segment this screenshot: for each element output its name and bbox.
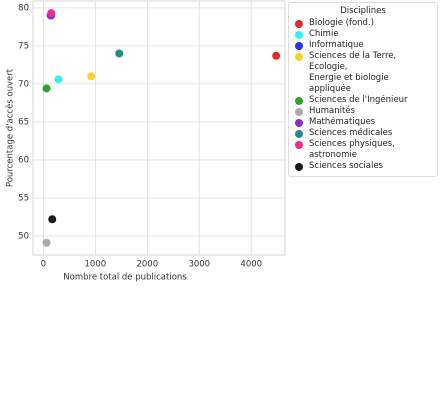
legend-marker <box>295 129 303 138</box>
legend-label: Sciences physiques, astronomie <box>309 139 395 160</box>
legend-marker <box>295 118 303 127</box>
legend-marker <box>295 107 303 116</box>
point <box>272 51 281 60</box>
legend-label: Mathématiques <box>309 117 376 127</box>
point <box>87 72 96 81</box>
point <box>42 238 51 247</box>
legend-marker <box>295 30 303 39</box>
y-tick-label: 65 <box>18 117 29 127</box>
legend-entry: Sciences de la Terre, Ecologie, Energie … <box>289 51 437 95</box>
y-tick-label: 60 <box>18 155 29 165</box>
legend-label: Sciences sociales <box>309 161 383 171</box>
legend-entry: Chimie <box>289 29 437 40</box>
x-tick-label: 2000 <box>136 260 158 270</box>
x-axis-label: Nombre total de publications <box>63 273 187 283</box>
legend-entry: Informatique <box>289 40 437 51</box>
x-tick-label: 0 <box>41 260 46 270</box>
y-tick-label: 70 <box>18 79 29 89</box>
legend-label: Informatique <box>309 40 364 50</box>
legend-marker <box>295 140 303 149</box>
x-tick-label: 4000 <box>240 260 262 270</box>
legend-entry: Humanités <box>289 106 437 117</box>
legend-label: Sciences médicales <box>309 128 393 138</box>
legend-marker <box>295 41 303 50</box>
legend-label: Sciences de la Terre, Ecologie, Energie … <box>309 51 397 94</box>
legend-label: Biologie (fond.) <box>309 18 374 28</box>
legend-entry: Biologie (fond.) <box>289 18 437 29</box>
legend-label: Chimie <box>309 29 339 39</box>
legend-label: Humanités <box>309 106 356 116</box>
y-tick-label: 80 <box>18 3 29 13</box>
legend-marker <box>295 52 303 61</box>
point <box>54 75 63 84</box>
legend-entry: Mathématiques <box>289 117 437 128</box>
legend-entry: Sciences médicales <box>289 128 437 139</box>
legend-entry: Sciences de l'Ingénieur <box>289 95 437 106</box>
point <box>48 215 57 224</box>
legend-entry: Sciences physiques, astronomie <box>289 139 437 161</box>
x-tick-label: 1000 <box>85 260 107 270</box>
plot-frame <box>32 0 286 256</box>
y-tick-label: 55 <box>18 193 29 203</box>
point <box>42 84 51 93</box>
legend-marker <box>295 19 303 28</box>
y-tick-label: 50 <box>18 231 29 241</box>
legend-marker <box>295 96 303 105</box>
y-tick-label: 75 <box>18 41 29 51</box>
point <box>47 9 56 18</box>
legend-label: Sciences de l'Ingénieur <box>309 95 408 105</box>
legend-entry: Sciences sociales <box>289 161 437 172</box>
legend: Disciplines Biologie (fond.) Chimie Inform… <box>288 2 438 177</box>
legend-title: Disciplines <box>340 6 386 16</box>
legend-marker <box>295 162 303 171</box>
point <box>115 49 124 58</box>
x-tick-label: 3000 <box>188 260 210 270</box>
y-axis-label: Pourcentage d'accès ouvert <box>5 68 16 187</box>
